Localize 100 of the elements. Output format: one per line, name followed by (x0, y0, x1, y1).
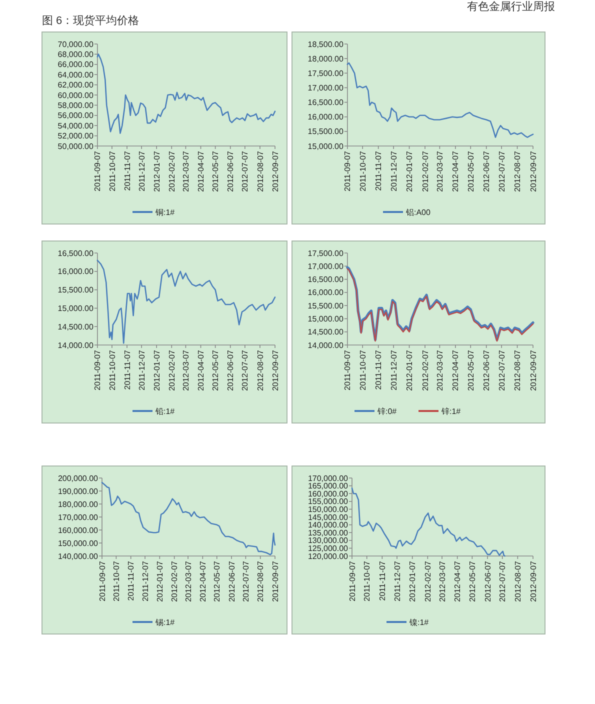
x-tick-label: 2011-12-07 (389, 349, 398, 390)
x-tick-label: 2012-03-07 (182, 150, 191, 192)
x-tick-label: 2012-01-07 (405, 349, 414, 391)
x-tick-label: 2012-05-07 (468, 560, 477, 602)
y-tick-label: 17,000.00 (308, 262, 344, 271)
y-tick-label: 50,000.00 (58, 142, 94, 151)
x-tick-label: 2012-09-07 (270, 349, 280, 391)
x-tick-label: 2012-08-07 (256, 150, 265, 192)
x-tick-label: 2012-02-07 (420, 150, 430, 192)
x-tick-label: 2012-09-07 (528, 560, 538, 602)
y-tick-label: 54,000.00 (58, 121, 94, 130)
y-tick-label: 15,000.00 (308, 142, 344, 151)
x-tick-label: 2012-07-07 (240, 150, 250, 192)
legend-label: 锌:1# (440, 406, 462, 416)
y-tick-label: 14,000.00 (308, 340, 344, 350)
y-tick-label: 64,000.00 (58, 70, 94, 80)
y-tick-label: 140,000.00 (308, 520, 349, 530)
x-tick-label: 2012-06-07 (226, 150, 236, 192)
x-tick-label: 2012-01-07 (155, 560, 164, 602)
x-tick-label: 2012-03-07 (182, 349, 191, 391)
x-tick-label: 2011-10-07 (362, 560, 372, 602)
y-tick-label: 58,000.00 (58, 101, 94, 110)
x-tick-label: 2012-04-07 (196, 150, 206, 192)
y-tick-label: 135,000.00 (308, 528, 349, 538)
y-tick-label: 15,500.00 (58, 286, 94, 295)
legend-label: 铜:1# (154, 208, 176, 217)
x-tick-label: 2012-05-07 (212, 560, 222, 602)
x-tick-label: 2011-12-07 (389, 150, 398, 192)
y-tick-label: 16,500.00 (308, 98, 344, 108)
x-tick-label: 2012-02-07 (420, 349, 430, 391)
y-tick-label: 16,000.00 (308, 288, 344, 298)
x-tick-label: 2012-04-07 (453, 560, 462, 602)
y-tick-label: 15,500.00 (308, 301, 344, 310)
y-tick-label: 15,500.00 (308, 127, 344, 136)
y-tick-label: 200,000.00 (58, 474, 99, 483)
x-tick-label: 2012-02-07 (423, 560, 432, 602)
x-tick-label: 2012-06-07 (227, 560, 236, 602)
y-tick-label: 170,000.00 (58, 512, 99, 522)
y-tick-label: 60,000.00 (58, 90, 94, 100)
x-tick-label: 2011-12-07 (392, 560, 402, 602)
x-tick-label: 2012-01-07 (405, 150, 414, 192)
x-tick-label: 2011-09-07 (93, 349, 102, 390)
y-tick-label: 16,500.00 (308, 275, 344, 284)
x-tick-label: 2012-02-07 (170, 560, 180, 602)
legend-label: 铝:A00 (405, 208, 432, 217)
y-tick-label: 190,000.00 (58, 486, 99, 496)
y-tick-label: 17,000.00 (308, 84, 344, 93)
x-tick-label: 2012-05-07 (466, 349, 476, 391)
y-tick-label: 56,000.00 (58, 111, 94, 120)
x-tick-label: 2012-08-07 (513, 560, 522, 602)
y-tick-label: 16,000.00 (58, 267, 94, 276)
x-tick-label: 2012-07-07 (240, 349, 250, 391)
x-tick-label: 2011-11-07 (374, 349, 384, 390)
x-tick-label: 2012-06-07 (482, 150, 492, 192)
x-tick-label: 2012-09-07 (270, 560, 280, 602)
x-tick-label: 2011-09-07 (98, 560, 107, 602)
x-tick-label: 2012-08-07 (256, 349, 265, 391)
x-tick-label: 2012-03-07 (435, 349, 444, 391)
y-tick-label: 150,000.00 (308, 505, 349, 514)
x-tick-label: 2012-09-07 (528, 150, 538, 192)
chart-title: 图 6：现货平均价格 (42, 15, 140, 27)
y-tick-label: 160,000.00 (58, 526, 99, 535)
y-tick-label: 120,000.00 (308, 552, 349, 561)
text: 有色金属行业周报 (467, 0, 555, 13)
y-tick-label: 16,000.00 (308, 112, 344, 122)
legend-label: 镍:1# (408, 618, 430, 627)
x-tick-label: 2012-07-07 (497, 349, 506, 391)
x-tick-label: 2012-02-07 (167, 150, 176, 192)
x-tick-label: 2011-11-07 (374, 150, 384, 191)
y-tick-label: 52,000.00 (58, 132, 94, 141)
x-tick-label: 2011-10-07 (108, 349, 117, 390)
y-tick-label: 18,000.00 (308, 54, 344, 64)
legend-label: 锡:1# (154, 618, 176, 627)
x-tick-label: 2012-08-07 (513, 150, 522, 192)
x-tick-label: 2012-01-07 (152, 150, 162, 192)
y-tick-label: 170,000.00 (308, 474, 349, 483)
x-tick-label: 2012-04-07 (196, 349, 206, 391)
x-tick-label: 2011-09-07 (93, 150, 102, 192)
x-tick-label: 2011-11-07 (378, 560, 387, 601)
x-tick-label: 2011-10-07 (112, 560, 121, 602)
y-tick-label: 18,500.00 (308, 40, 344, 49)
y-tick-label: 180,000.00 (58, 500, 99, 509)
x-tick-label: 2011-11-07 (126, 560, 136, 601)
x-tick-label: 2012-06-07 (226, 349, 236, 391)
x-tick-label: 2011-10-07 (358, 349, 368, 390)
y-tick-label: 125,000.00 (308, 544, 349, 553)
y-tick-label: 160,000.00 (308, 489, 349, 498)
y-tick-label: 140,000.00 (58, 552, 99, 561)
x-tick-label: 2011-11-07 (122, 150, 132, 191)
y-tick-label: 15,000.00 (308, 314, 344, 324)
x-tick-label: 2011-10-07 (108, 150, 117, 192)
x-tick-label: 2012-05-07 (466, 150, 476, 192)
x-tick-label: 2011-12-07 (137, 349, 146, 390)
x-tick-label: 2011-11-07 (122, 349, 132, 390)
x-tick-label: 2012-03-07 (438, 560, 447, 602)
y-tick-label: 145,000.00 (308, 512, 349, 522)
y-tick-label: 15,000.00 (58, 304, 94, 313)
y-tick-label: 14,500.00 (308, 328, 344, 337)
y-tick-label: 14,000.00 (58, 340, 94, 350)
y-tick-label: 17,500.00 (308, 248, 344, 258)
